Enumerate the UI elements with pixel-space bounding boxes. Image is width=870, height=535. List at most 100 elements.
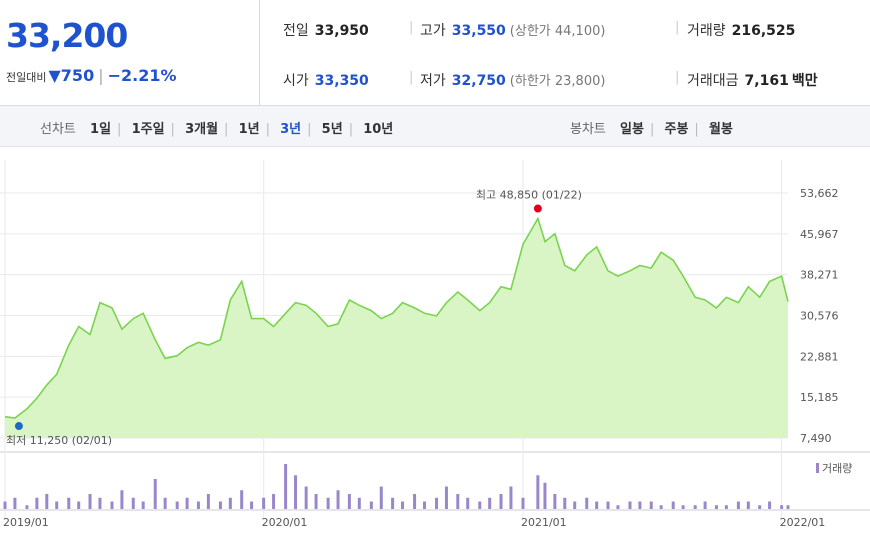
change-divider: | bbox=[98, 66, 104, 85]
volume-bar bbox=[736, 501, 740, 509]
volume-bar bbox=[67, 497, 71, 509]
volume-bar bbox=[703, 501, 707, 509]
prev-close-value: 33,950 bbox=[314, 23, 369, 39]
volume-bar bbox=[357, 497, 361, 509]
candle-monthly[interactable]: 월봉 bbox=[708, 122, 733, 137]
volume-bar bbox=[478, 501, 482, 509]
volume-bar bbox=[153, 479, 157, 509]
volume-bar bbox=[521, 497, 525, 509]
volume-bar bbox=[13, 497, 17, 509]
divider: | bbox=[409, 70, 414, 85]
divider: | bbox=[409, 20, 414, 35]
volume-bar bbox=[55, 501, 59, 509]
volume-bar bbox=[240, 490, 244, 509]
volume-bar bbox=[347, 494, 351, 509]
volume-bar bbox=[218, 501, 222, 509]
volume-value: 216,525 bbox=[731, 23, 796, 39]
volume-bar bbox=[45, 494, 49, 509]
volume-bar bbox=[422, 501, 426, 509]
lower-limit: (하한가 23,800) bbox=[509, 74, 606, 89]
period-1w[interactable]: 1주일 bbox=[131, 122, 165, 137]
line-chart-label: 선차트 bbox=[40, 122, 76, 137]
divider: | bbox=[675, 70, 680, 85]
volume-bar bbox=[196, 501, 200, 509]
candle-weekly[interactable]: 주봉 bbox=[664, 122, 689, 137]
volume-legend: 거래량 bbox=[822, 462, 852, 475]
period-1d[interactable]: 1일 bbox=[90, 122, 112, 137]
volume-bar bbox=[336, 490, 340, 509]
volume-bar bbox=[3, 501, 7, 509]
volume-bar bbox=[758, 505, 762, 509]
volume-bar bbox=[466, 497, 470, 509]
volume-bar bbox=[573, 501, 577, 509]
volume-bar bbox=[141, 501, 145, 509]
volume-bar bbox=[98, 497, 102, 509]
upper-limit: (상한가 44,100) bbox=[509, 24, 606, 39]
y-tick-label: 22,881 bbox=[800, 350, 839, 363]
turnover-value: 7,161 bbox=[744, 73, 789, 89]
volume-bar bbox=[284, 464, 288, 509]
volume-bar bbox=[110, 501, 114, 509]
volume-bar bbox=[543, 482, 547, 509]
y-tick-label: 38,271 bbox=[800, 269, 839, 282]
volume-bar bbox=[488, 497, 492, 509]
volume-bar bbox=[456, 494, 460, 509]
volume-bar bbox=[786, 505, 790, 509]
volume-bar bbox=[435, 497, 439, 509]
turnover: 거래대금 7,161 백만 bbox=[687, 70, 818, 90]
period-1y[interactable]: 1년 bbox=[238, 122, 260, 137]
volume-bar bbox=[88, 494, 92, 509]
volume-bar bbox=[391, 497, 395, 509]
price-change: 전일대비 ▼750 | −2.21% bbox=[6, 66, 177, 85]
volume-bar bbox=[681, 505, 685, 509]
low-price: 저가 32,750 (하한가 23,800) bbox=[420, 70, 605, 90]
volume-bar bbox=[413, 494, 417, 509]
volume-bar bbox=[671, 501, 675, 509]
x-tick-label: 2021/01 bbox=[521, 516, 567, 529]
period-bar: 선차트 1일 | 1주일 | 3개월 | 1년 | 3년 | 5년 | 10년 봉차트 일봉… bbox=[0, 106, 870, 147]
volume-bar bbox=[250, 501, 254, 509]
min-label: 최저 11,250 (02/01) bbox=[6, 434, 112, 447]
low-label: 저가 bbox=[420, 73, 446, 89]
price-summary: 33,200 전일대비 ▼750 | −2.21% 전일 33,950 시가 33,350… bbox=[0, 0, 870, 106]
volume-bar bbox=[25, 505, 29, 509]
volume-bars: 거래량 bbox=[3, 462, 852, 509]
volume-bar bbox=[163, 497, 167, 509]
prev-close-label: 전일 bbox=[283, 23, 309, 39]
x-axis: 2019/01 2020/01 2021/01 2022/01 bbox=[3, 516, 825, 529]
volume-bar bbox=[714, 505, 718, 509]
period-5y[interactable]: 5년 bbox=[321, 122, 343, 137]
low-value: 32,750 bbox=[451, 73, 506, 89]
volume-bar bbox=[120, 490, 124, 509]
change-value: 750 bbox=[60, 66, 95, 85]
current-price: 33,200 bbox=[6, 16, 128, 55]
volume-bar bbox=[272, 494, 276, 509]
volume-bar bbox=[628, 501, 632, 509]
candle-chart-label: 봉차트 bbox=[570, 122, 606, 137]
change-label: 전일대비 bbox=[6, 71, 47, 84]
period-3y[interactable]: 3년 bbox=[280, 122, 302, 137]
candle-chart-periods: 봉차트 일봉 | 주봉 | 월봉 bbox=[570, 118, 735, 137]
turnover-unit: 백만 bbox=[791, 73, 818, 89]
volume-bar bbox=[314, 494, 318, 509]
volume-bar bbox=[638, 501, 642, 509]
volume-legend-icon bbox=[816, 463, 819, 473]
max-label: 최고 48,850 (01/22) bbox=[476, 189, 582, 202]
open-price: 시가 33,350 bbox=[283, 70, 369, 90]
volume-bar bbox=[563, 497, 567, 509]
volume-bar bbox=[768, 501, 772, 509]
volume-bar bbox=[606, 501, 610, 509]
volume-bar bbox=[294, 475, 298, 509]
period-10y[interactable]: 10년 bbox=[363, 122, 394, 137]
volume-bar bbox=[379, 486, 383, 509]
period-3m[interactable]: 3개월 bbox=[185, 122, 219, 137]
volume-bar bbox=[185, 497, 189, 509]
volume-label: 거래량 bbox=[687, 23, 726, 39]
volume-bar bbox=[659, 505, 663, 509]
x-tick-label: 2019/01 bbox=[3, 516, 49, 529]
min-marker bbox=[14, 422, 23, 431]
candle-daily[interactable]: 일봉 bbox=[620, 122, 644, 137]
y-tick-label: 30,576 bbox=[800, 310, 839, 323]
volume-bar bbox=[693, 505, 697, 509]
volume-bar bbox=[131, 497, 135, 509]
